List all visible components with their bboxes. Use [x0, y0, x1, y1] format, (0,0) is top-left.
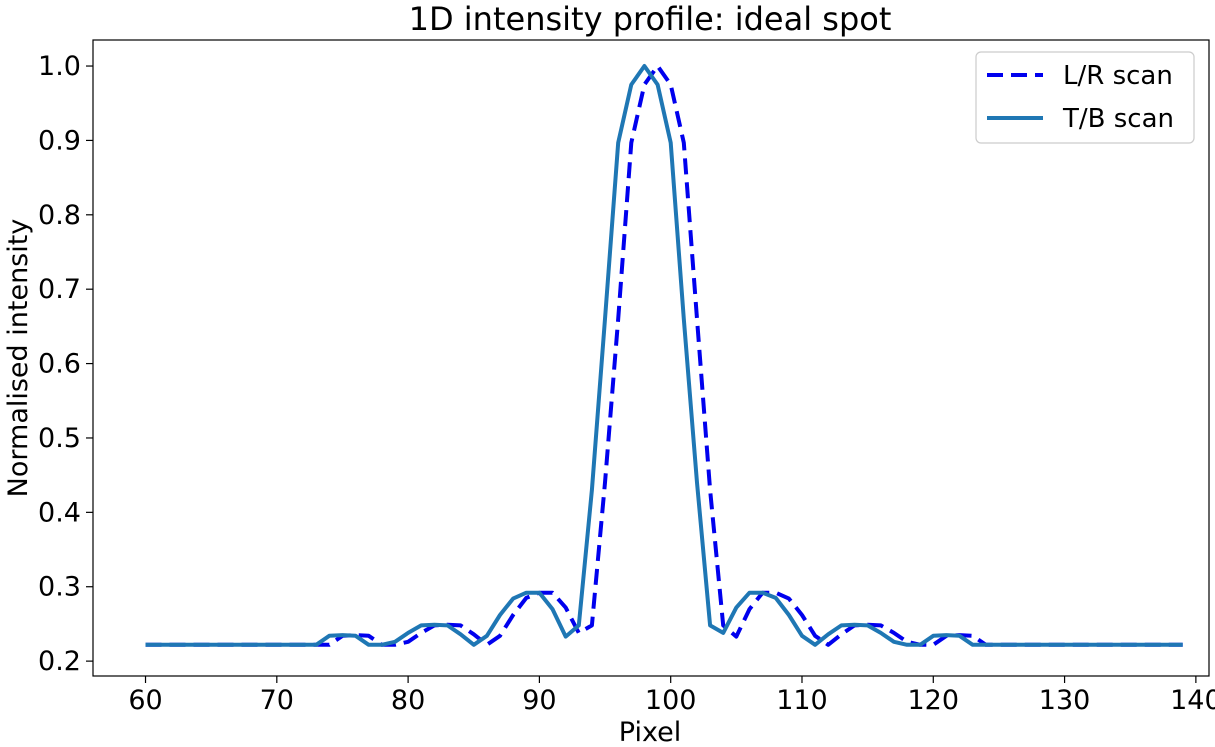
- y-tick-label: 0.3: [38, 572, 81, 603]
- series-layer: [145, 64, 1183, 647]
- legend-box: [975, 51, 1195, 144]
- y-tick-label: 0.2: [38, 646, 81, 677]
- x-tick-label: 60: [128, 685, 162, 716]
- legend-label-lr-scan: L/R scan: [1063, 61, 1173, 91]
- x-tick-label: 120: [908, 685, 960, 716]
- y-tick-label: 0.4: [38, 497, 81, 528]
- x-tick-label: 130: [1039, 685, 1091, 716]
- x-tick-label: 140: [1170, 685, 1215, 716]
- series-line-lr-scan: [145, 64, 1183, 647]
- series-line-tb-scan: [145, 64, 1183, 647]
- x-tick-label: 80: [391, 685, 425, 716]
- y-tick-label: 0.9: [38, 125, 81, 156]
- y-axis: 0.2 0.3 0.4 0.5 0.6 0.7 0.8 0.9 1.0: [38, 51, 93, 677]
- legend: L/R scan T/B scan: [975, 51, 1195, 144]
- y-tick-label: 0.7: [38, 274, 81, 305]
- x-axis: 60 70 80 90 100 110 120 130 140: [128, 676, 1215, 716]
- plot-area: [92, 39, 1210, 677]
- legend-label-tb-scan: T/B scan: [1062, 104, 1174, 134]
- y-tick-label: 0.8: [38, 200, 81, 231]
- x-axis-label: Pixel: [619, 717, 681, 747]
- y-tick-label: 0.6: [38, 349, 81, 380]
- chart-title: 1D intensity profile: ideal spot: [409, 0, 892, 38]
- x-tick-label: 100: [645, 685, 697, 716]
- x-tick-label: 90: [522, 685, 556, 716]
- x-tick-label: 70: [260, 685, 294, 716]
- y-axis-label: Normalised intensity: [3, 219, 34, 498]
- x-tick-label: 110: [776, 685, 828, 716]
- y-tick-label: 1.0: [38, 51, 81, 82]
- y-tick-label: 0.5: [38, 423, 81, 454]
